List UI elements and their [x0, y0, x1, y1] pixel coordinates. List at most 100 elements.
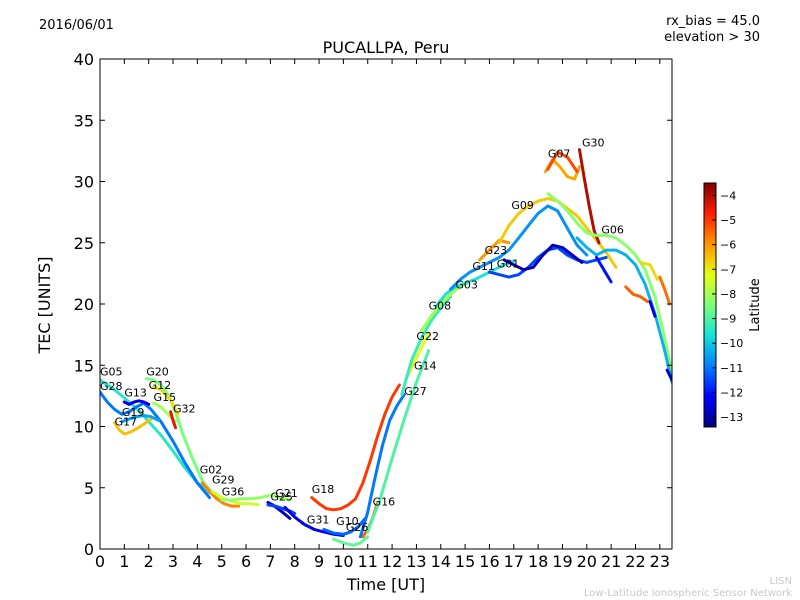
- y-axis-label: TEC [UNITS]: [35, 256, 54, 354]
- satellite-label-g13: G13: [124, 386, 147, 399]
- series-g19: [120, 414, 160, 424]
- satellite-label-g05: G05: [100, 366, 123, 379]
- satellite-label-g07: G07: [548, 147, 571, 160]
- x-tick-label: 9: [314, 552, 324, 571]
- y-tick-label: 10: [74, 418, 94, 437]
- series-g41: [624, 285, 650, 304]
- x-axis-label: Time [UT]: [346, 575, 426, 594]
- x-tick-label: 12: [382, 552, 402, 571]
- series-g29: [210, 489, 260, 507]
- x-tick-label: 20: [577, 552, 597, 571]
- footer-lisn: LISN: [769, 576, 792, 587]
- series-g44: [648, 300, 657, 318]
- colorbar-tick-label: −13: [720, 411, 743, 424]
- series-g08: [419, 280, 472, 333]
- series-g27: [366, 349, 431, 534]
- x-tick-label: 16: [479, 552, 499, 571]
- chart-title: PUCALLPA, Peru: [322, 38, 450, 57]
- x-tick-label: 13: [406, 552, 426, 571]
- series-g42: [638, 260, 659, 281]
- satellite-label-g15: G15: [154, 391, 177, 404]
- satellite-label-g29: G29: [212, 473, 235, 486]
- satellite-label-g27: G27: [404, 385, 427, 398]
- x-tick-label: 15: [455, 552, 475, 571]
- satellite-label-g25: G25: [270, 490, 293, 503]
- satellite-label-g03: G03: [455, 279, 478, 292]
- x-tick-label: 21: [601, 552, 621, 571]
- x-tick-label: 2: [144, 552, 154, 571]
- rx-bias-label: rx_bias = 45.0: [666, 14, 760, 29]
- series-g13: [122, 399, 151, 406]
- satellite-label-g08: G08: [429, 299, 452, 312]
- satellite-label-g31: G31: [307, 514, 330, 527]
- colorbar-tick-label: −11: [720, 362, 743, 375]
- x-tick-label: 6: [241, 552, 251, 571]
- series-g16b: [358, 393, 406, 539]
- satellite-label-g30: G30: [582, 136, 605, 149]
- x-tick-label: 5: [217, 552, 227, 571]
- series-g11: [449, 204, 589, 291]
- colorbar-tick-label: −10: [720, 337, 743, 350]
- series-g32: [169, 410, 177, 430]
- x-tick-label: 1: [119, 552, 129, 571]
- y-tick-label: 40: [74, 50, 94, 69]
- y-tick-label: 5: [84, 479, 94, 498]
- x-tick-label: 8: [290, 552, 300, 571]
- series-g03: [434, 259, 516, 308]
- series-g10: [322, 516, 367, 536]
- y-tick-label: 20: [74, 295, 94, 314]
- satellite-label-g22: G22: [416, 330, 439, 343]
- x-tick-label: 3: [168, 552, 178, 571]
- series-g34: [502, 243, 584, 272]
- x-tick-label: 0: [95, 552, 105, 571]
- satellite-label-g02: G02: [200, 464, 223, 477]
- series-g18: [310, 383, 401, 512]
- y-tick-label: 35: [74, 111, 94, 130]
- satellite-label-g01: G01: [497, 258, 520, 271]
- x-tick-label: 14: [431, 552, 451, 571]
- satellite-label-g06: G06: [601, 223, 624, 236]
- series-g22: [400, 295, 452, 397]
- y-tick-label: 15: [74, 356, 94, 375]
- series-g02: [200, 481, 241, 508]
- satellite-label-g20: G20: [146, 366, 169, 379]
- x-tick-label: 23: [650, 552, 670, 571]
- x-tick-label: 19: [552, 552, 572, 571]
- colorbar: [703, 182, 717, 428]
- satellite-label-g32: G32: [173, 402, 196, 415]
- series-g36: [220, 493, 292, 502]
- satellite-label-g09: G09: [511, 199, 534, 212]
- y-tick-label: 0: [84, 540, 94, 559]
- colorbar-tick-label: −7: [720, 263, 736, 276]
- series-g07b: [546, 150, 579, 174]
- satellite-label-g23: G23: [485, 244, 508, 257]
- series-g26: [332, 535, 370, 547]
- colorbar-tick-label: −4: [720, 189, 736, 202]
- x-tick-label: 11: [358, 552, 378, 571]
- x-tick-label: 17: [504, 552, 524, 571]
- satellite-label-g17: G17: [115, 416, 138, 429]
- satellite-label-g14: G14: [414, 359, 437, 372]
- satellite-label-g18: G18: [312, 483, 335, 496]
- y-tick-label: 25: [74, 234, 94, 253]
- y-tick-label: 30: [74, 173, 94, 192]
- series-g43: [658, 275, 672, 306]
- elevation-label: elevation > 30: [664, 30, 760, 45]
- x-tick-label: 4: [192, 552, 202, 571]
- series-g45: [665, 368, 672, 382]
- colorbar-tick-label: −6: [720, 239, 736, 252]
- footer-network: Low-Latitude Ionospheric Sensor Network: [584, 588, 792, 599]
- series-g12: [152, 385, 180, 416]
- satellite-label-g26: G26: [346, 521, 369, 534]
- colorbar-label: Latitude: [748, 278, 763, 332]
- series-g38: [575, 236, 672, 384]
- series-g17: [113, 417, 153, 436]
- x-tick-label: 7: [265, 552, 275, 571]
- series-g40: [595, 255, 613, 284]
- colorbar-tick-label: −5: [720, 214, 736, 227]
- series-g06: [546, 192, 672, 375]
- satellite-label-g12: G12: [149, 379, 172, 392]
- x-tick-label: 22: [625, 552, 645, 571]
- colorbar-tick-label: −8: [720, 288, 736, 301]
